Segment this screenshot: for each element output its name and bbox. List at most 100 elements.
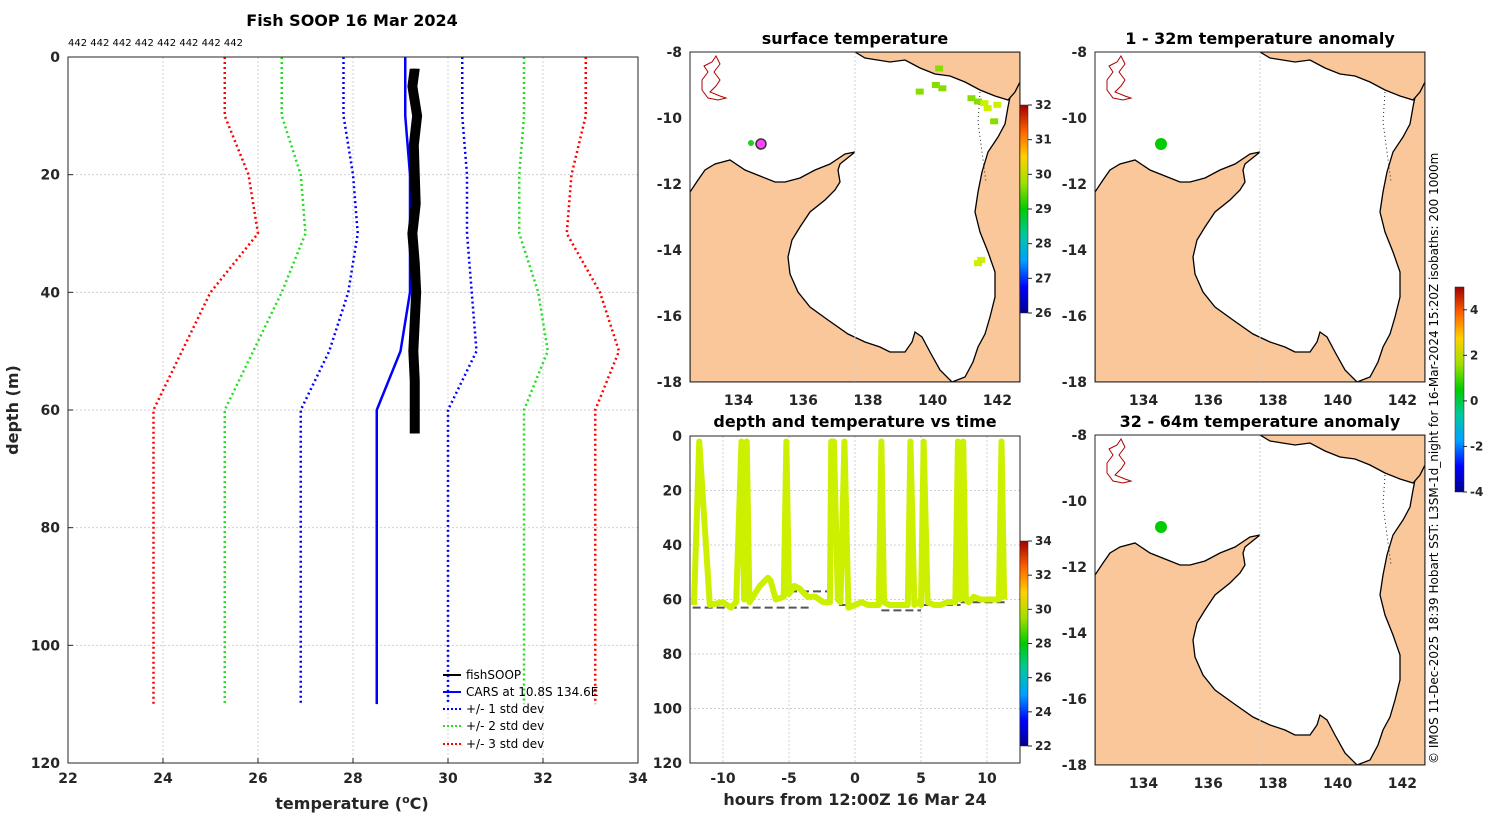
profile-xtick-label: 28 <box>343 771 362 787</box>
colorbar-tick-label: 0 <box>1470 394 1478 408</box>
profile-ytick-label: 40 <box>41 285 61 301</box>
surface-sst-cell <box>990 118 999 125</box>
anomaly-1-32m-panel: 1 - 32m temperature anomaly 134 136 138 140… <box>1062 29 1426 409</box>
colorbar-tick-label: 27 <box>1035 271 1052 285</box>
anom2-map <box>1094 434 1426 766</box>
colorbar-tick-label: 29 <box>1035 202 1052 216</box>
colorbar-tick-label: 32 <box>1035 98 1052 112</box>
profile-title: Fish SOOP 16 Mar 2024 <box>246 11 457 30</box>
map-ytick-label: -8 <box>1071 428 1087 444</box>
anomaly-colorbar-ramp <box>1454 286 1465 493</box>
timedepth-ytick-label: 0 <box>672 429 682 445</box>
profile-xtick-label: 34 <box>628 771 648 787</box>
surface-sst-cell <box>935 65 944 72</box>
map-isobath <box>1106 438 1133 484</box>
timedepth-sensor-trace <box>690 438 1008 611</box>
timedepth-xtick-label: -10 <box>710 771 736 787</box>
profile-fishsoop-band <box>412 68 419 434</box>
map-australia-land <box>1095 435 1425 765</box>
map-ytick-label: -8 <box>666 45 682 61</box>
anomaly-colorbar: 4 2 0 -2 -4 <box>1454 286 1483 499</box>
timedepth-title: depth and temperature vs time <box>713 412 996 431</box>
profile-fishsoop-band <box>407 68 415 434</box>
map-ytick-label: -14 <box>1062 243 1088 259</box>
anom1-ticks: 134 136 138 140 142 -8 -10 -12 -14 -16 -18 <box>1062 45 1417 409</box>
anomaly-32-64m-panel: 32 - 64m temperature anomaly 134 136 138 14… <box>1062 286 1483 792</box>
map-isobath <box>701 55 728 101</box>
map-xtick-label: 134 <box>1129 776 1158 792</box>
map-ytick-label: -16 <box>1062 309 1087 325</box>
colorbar-tick-label: 28 <box>1035 637 1052 651</box>
surface-colorbar-ramp <box>1019 104 1029 314</box>
timedepth-ytick-label: 80 <box>663 647 683 663</box>
profile-axes-box <box>67 56 639 764</box>
map-xtick-label: 138 <box>853 393 882 409</box>
map-png-land <box>1258 52 1425 101</box>
profile-ytick-label: 60 <box>41 403 61 419</box>
colorbar-tick-label: 22 <box>1035 739 1052 753</box>
map-ytick-label: -10 <box>1062 111 1088 127</box>
anom2-axes-box <box>1094 434 1426 766</box>
profile-xtick-label: 26 <box>248 771 267 787</box>
profile-series-cars-at-10-8s-134-6e <box>375 57 412 705</box>
surface-ticks: 134 136 138 140 142 -8 -10 -12 -14 -16 -18 <box>657 45 1012 409</box>
map-png-land <box>853 52 1020 101</box>
legend-label-fish: fishSOOP <box>466 668 521 682</box>
surface-sst-cell <box>967 95 976 102</box>
surface-temp-panel: surface temperature 134 136 138 140 142 -8 -10… <box>657 29 1052 409</box>
map-xtick-label: 136 <box>789 393 818 409</box>
anom2-map-base <box>1095 435 1425 765</box>
map-australia-land <box>690 52 1020 382</box>
anom2-ticks: 134 136 138 140 142 -8 -10 -12 -14 -16 -18 <box>1062 428 1417 792</box>
colorbar-tick-label: 34 <box>1035 534 1052 548</box>
colorbar-tick-label: 30 <box>1035 167 1052 181</box>
surface-sst-cell <box>993 101 1002 108</box>
colorbar-tick-label: 26 <box>1035 671 1052 685</box>
timedepth-ytick-label: 100 <box>653 702 682 718</box>
anom1-axes-box <box>1094 51 1426 383</box>
map-xtick-label: 142 <box>983 393 1012 409</box>
timedepth-ytick-label: 40 <box>663 538 683 554</box>
colorbar-tick-label: 24 <box>1035 705 1052 719</box>
profile-counts: 442 442 442 442 442 442 442 442 <box>68 38 243 49</box>
map-xtick-label: 136 <box>1194 393 1223 409</box>
map-ytick-label: -8 <box>1071 45 1087 61</box>
anom1-map <box>1094 51 1426 383</box>
profile-fishsoop-band <box>410 68 418 434</box>
surface-map-base <box>690 52 1020 382</box>
map-ytick-label: -14 <box>1062 626 1088 642</box>
surface-sst-cell <box>973 260 982 267</box>
profile-series--2-std <box>223 57 307 705</box>
surface-sst-cell <box>938 85 947 92</box>
profile-legend: fishSOOP CARS at 10.8S 134.6E +/- 1 std … <box>443 668 598 751</box>
map-xtick-label: 136 <box>1194 776 1223 792</box>
colorbar-tick-label: 28 <box>1035 237 1052 251</box>
colorbar-tick-label: -2 <box>1470 439 1483 453</box>
colorbar-tick-label: 4 <box>1470 303 1478 317</box>
map-isobath <box>1106 55 1133 101</box>
profile-fishsoop-band <box>408 68 416 434</box>
legend-label-cars: CARS at 10.8S 134.6E <box>466 685 598 699</box>
map-ytick-label: -18 <box>1062 375 1087 391</box>
surface-vessel-trail <box>748 140 754 146</box>
profile-xlabel: temperature (oC) <box>275 793 428 813</box>
surface-map <box>689 51 1021 383</box>
map-ytick-label: -16 <box>1062 692 1087 708</box>
anomaly-colorbar-ticks: 4 2 0 -2 -4 <box>1463 303 1483 499</box>
map-ytick-label: -14 <box>657 243 683 259</box>
surface-sst-cell <box>977 256 986 263</box>
colorbar-tick-label: 31 <box>1035 133 1052 147</box>
depth-time-panel: depth and temperature vs time -10 -5 0 5 100… <box>653 412 1052 809</box>
profile-xtick-label: 24 <box>153 771 173 787</box>
map-ytick-label: -10 <box>1062 494 1088 510</box>
map-xtick-label: 142 <box>1388 776 1417 792</box>
timedepth-xtick-label: 0 <box>850 771 860 787</box>
map-ytick-label: -16 <box>657 309 682 325</box>
profile-series <box>152 57 621 705</box>
profile-ytick-label: 100 <box>31 638 60 654</box>
map-xtick-label: 134 <box>724 393 753 409</box>
map-xtick-label: 138 <box>1258 776 1287 792</box>
map-ytick-label: -12 <box>657 177 682 193</box>
timedepth-trace <box>690 438 1008 611</box>
